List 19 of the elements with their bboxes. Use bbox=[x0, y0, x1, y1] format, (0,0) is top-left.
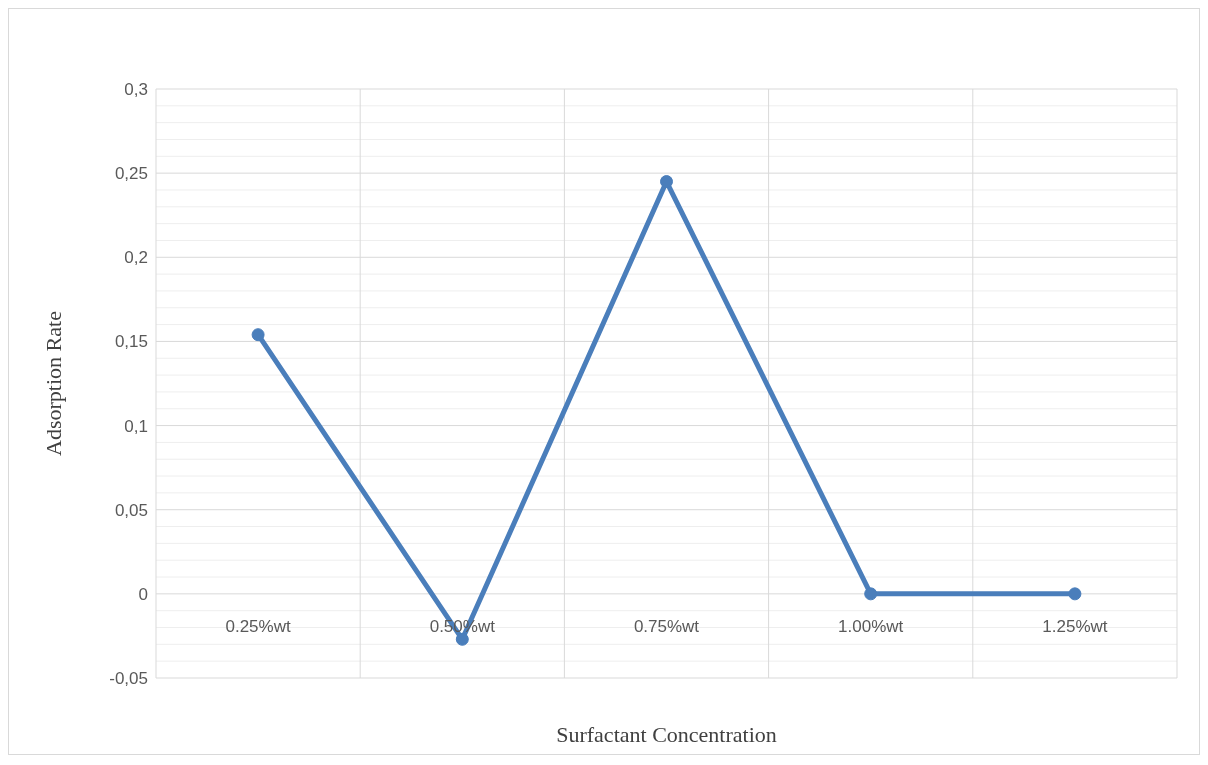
x-tick-label: 0.25%wt bbox=[225, 616, 291, 636]
y-axis-title: Adsorption Rate bbox=[40, 311, 66, 456]
x-tick-label: 0.75%wt bbox=[633, 616, 700, 636]
y-tick-label: 0,25 bbox=[114, 164, 148, 184]
point bbox=[1068, 587, 1082, 601]
y-tick-label: 0,1 bbox=[124, 416, 148, 436]
x-tick-label: 1.00%wt bbox=[838, 616, 904, 636]
x-tick-label: 1.25%wt bbox=[1042, 616, 1108, 636]
y-tick-label: 0,15 bbox=[114, 332, 148, 352]
y-tick-label: 0,2 bbox=[124, 248, 148, 268]
y-tick-label: -0,05 bbox=[109, 669, 148, 689]
y-tick-label: 0 bbox=[138, 584, 148, 604]
point bbox=[251, 328, 265, 342]
y-tick-label: 0,05 bbox=[114, 500, 148, 520]
point bbox=[660, 175, 673, 189]
x-axis-title: Surfactant Concentration bbox=[556, 722, 777, 747]
point bbox=[864, 587, 878, 601]
point bbox=[455, 632, 469, 646]
y-tick-label: 0,3 bbox=[124, 80, 148, 100]
